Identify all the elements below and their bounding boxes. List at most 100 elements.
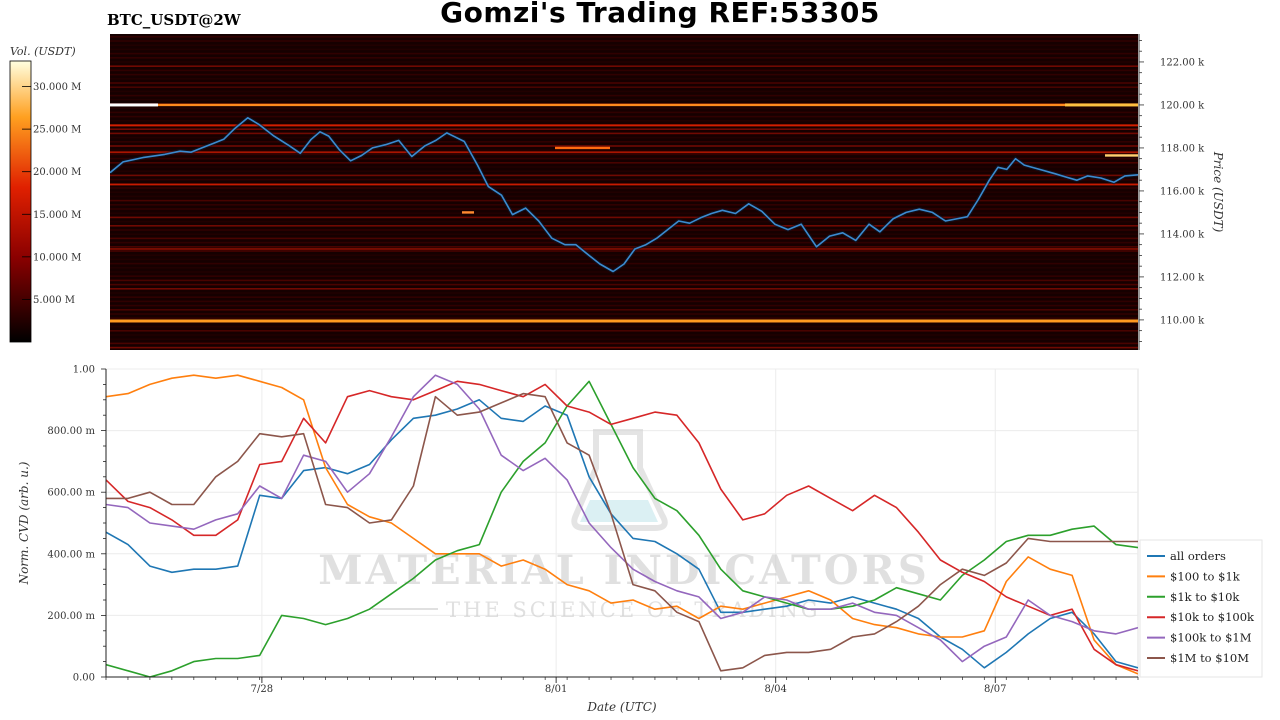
legend xyxy=(1139,539,1263,678)
heatmap-band xyxy=(110,69,1138,72)
legend-label: all orders xyxy=(1170,549,1226,563)
heatmap-band xyxy=(110,174,1138,177)
heatmap-liquidity-band xyxy=(110,103,158,107)
cvd-x-axis-label: Date (UTC) xyxy=(586,700,656,714)
heatmap-band xyxy=(110,170,1138,172)
heatmap-band xyxy=(110,36,1138,38)
heatmap-band xyxy=(110,346,1138,349)
heatmap-band xyxy=(110,220,1138,223)
heatmap-band xyxy=(110,250,1138,252)
heatmap-band xyxy=(110,162,1138,164)
heatmap-band xyxy=(110,111,1138,114)
heatmap-band xyxy=(110,342,1138,345)
heatmap-band xyxy=(110,237,1138,240)
heatmap-band xyxy=(110,99,1138,101)
cvd-y-tick-label: 800.00 m xyxy=(47,426,95,437)
flask-icon xyxy=(571,429,668,531)
heatmap-band xyxy=(110,153,1138,156)
heatmap-band xyxy=(110,296,1138,298)
heatmap-band xyxy=(110,78,1138,80)
heatmap-band xyxy=(110,241,1138,244)
cvd-series-line xyxy=(106,380,1138,677)
heatmap-band xyxy=(110,65,1138,67)
heatmap-band xyxy=(110,212,1138,214)
heatmap-band xyxy=(110,52,1138,55)
heatmap-band xyxy=(110,178,1138,181)
cvd-series-line xyxy=(106,374,1138,675)
heatmap-y-axis: 110.00 k 112.00 k 114.00 k 116.00 k 118.00 k… xyxy=(1139,40,1205,342)
heatmap-band xyxy=(110,216,1138,219)
legend-label: $1M to $10M xyxy=(1170,651,1249,665)
cvd-x-tick-label: 8/04 xyxy=(764,684,786,695)
heatmap-band xyxy=(110,82,1138,84)
heatmap-band xyxy=(110,267,1138,269)
heatmap-y-tick-label: 120.00 k xyxy=(1160,100,1205,111)
heatmap-band xyxy=(110,246,1138,248)
cvd-y-axis: 0.00 200.00 m 400.00 m 600.00 m 800.00 m 1.00 xyxy=(47,365,106,684)
colorbar-tick-label: 15.000 M xyxy=(33,210,81,221)
flask-liquid-icon xyxy=(580,500,658,522)
heatmap-band xyxy=(110,300,1138,303)
heatmap-liquidity-band xyxy=(1065,103,1138,107)
colorbar-ticks: 30.000 M 25.000 M 20.000 M 15.000 M 10.000 M… xyxy=(22,82,81,306)
legend-label: $10k to $100k xyxy=(1170,610,1255,624)
heatmap-band xyxy=(110,195,1138,198)
cvd-series-group xyxy=(106,374,1138,677)
cvd-y-axis-label: Norm. CVD (arb. u.) xyxy=(17,461,31,585)
heatmap-band xyxy=(110,330,1138,332)
cvd-y-tick-label: 1.00 xyxy=(73,365,95,376)
heatmap-liquidity-band xyxy=(462,211,474,214)
legend-items: all orders $100 to $1k $1k to $10k $10k to … xyxy=(1147,549,1255,665)
watermark: MATERIAL INDICATORS THE SCIENCE OF TRADI… xyxy=(318,429,927,622)
cvd-y-tick-label: 0.00 xyxy=(73,673,95,684)
heatmap-band xyxy=(110,86,1138,88)
cvd-series-line xyxy=(106,380,1138,672)
heatmap-liquidity-band xyxy=(110,151,1138,154)
heatmap-band xyxy=(110,275,1138,277)
heatmap-liquidity-band xyxy=(110,319,1138,323)
heatmap-band xyxy=(110,204,1138,206)
heatmap-band xyxy=(110,120,1138,122)
heatmap-band xyxy=(110,128,1138,130)
heatmap-band xyxy=(110,73,1138,76)
cvd-x-axis: 7/28 8/01 8/04 8/07 xyxy=(105,677,1139,695)
heatmap-band xyxy=(110,338,1138,340)
heatmap-band xyxy=(110,90,1138,93)
cvd-y-tick-label: 400.00 m xyxy=(47,549,95,560)
heatmap-band xyxy=(110,61,1138,63)
colorbar-tick-label: 25.000 M xyxy=(33,125,81,136)
colorbar xyxy=(9,60,32,343)
heatmap-band xyxy=(110,44,1138,46)
cvd-plot-area xyxy=(105,368,1139,678)
legend-label: $100k to $1M xyxy=(1170,631,1252,645)
heatmap-band xyxy=(110,292,1138,294)
heatmap-liquidity-band xyxy=(110,183,1138,186)
heatmap-band xyxy=(110,258,1138,261)
heatmap-band xyxy=(110,225,1138,227)
heatmap-band xyxy=(110,208,1138,210)
heatmap-bands xyxy=(110,36,1138,349)
cvd-y-tick-label: 200.00 m xyxy=(47,611,95,622)
heatmap-band xyxy=(110,254,1138,256)
heatmap-band xyxy=(110,48,1138,51)
heatmap-band xyxy=(110,279,1138,282)
heatmap-band xyxy=(110,233,1138,235)
heatmap-band xyxy=(110,199,1138,202)
symbol-label: BTC_USDT@2W xyxy=(107,11,241,29)
heatmap-band xyxy=(110,166,1138,168)
cvd-x-tick-label: 7/28 xyxy=(251,684,273,695)
heatmap-band xyxy=(110,313,1138,315)
heatmap-y-tick-label: 112.00 k xyxy=(1160,272,1205,283)
heatmap-band xyxy=(110,288,1138,290)
heatmap-band xyxy=(110,94,1138,97)
heatmap-band xyxy=(110,141,1138,143)
heatmap-y-tick-label: 110.00 k xyxy=(1160,315,1205,326)
heatmap-band xyxy=(110,115,1138,118)
heatmap-band xyxy=(110,157,1138,160)
heatmap-band xyxy=(110,271,1138,273)
heatmap-band xyxy=(110,136,1138,139)
cvd-series-line xyxy=(106,392,1138,672)
heatmap-band xyxy=(110,187,1138,189)
heatmap-y-axis-label: Price (USDT) xyxy=(1211,151,1225,233)
